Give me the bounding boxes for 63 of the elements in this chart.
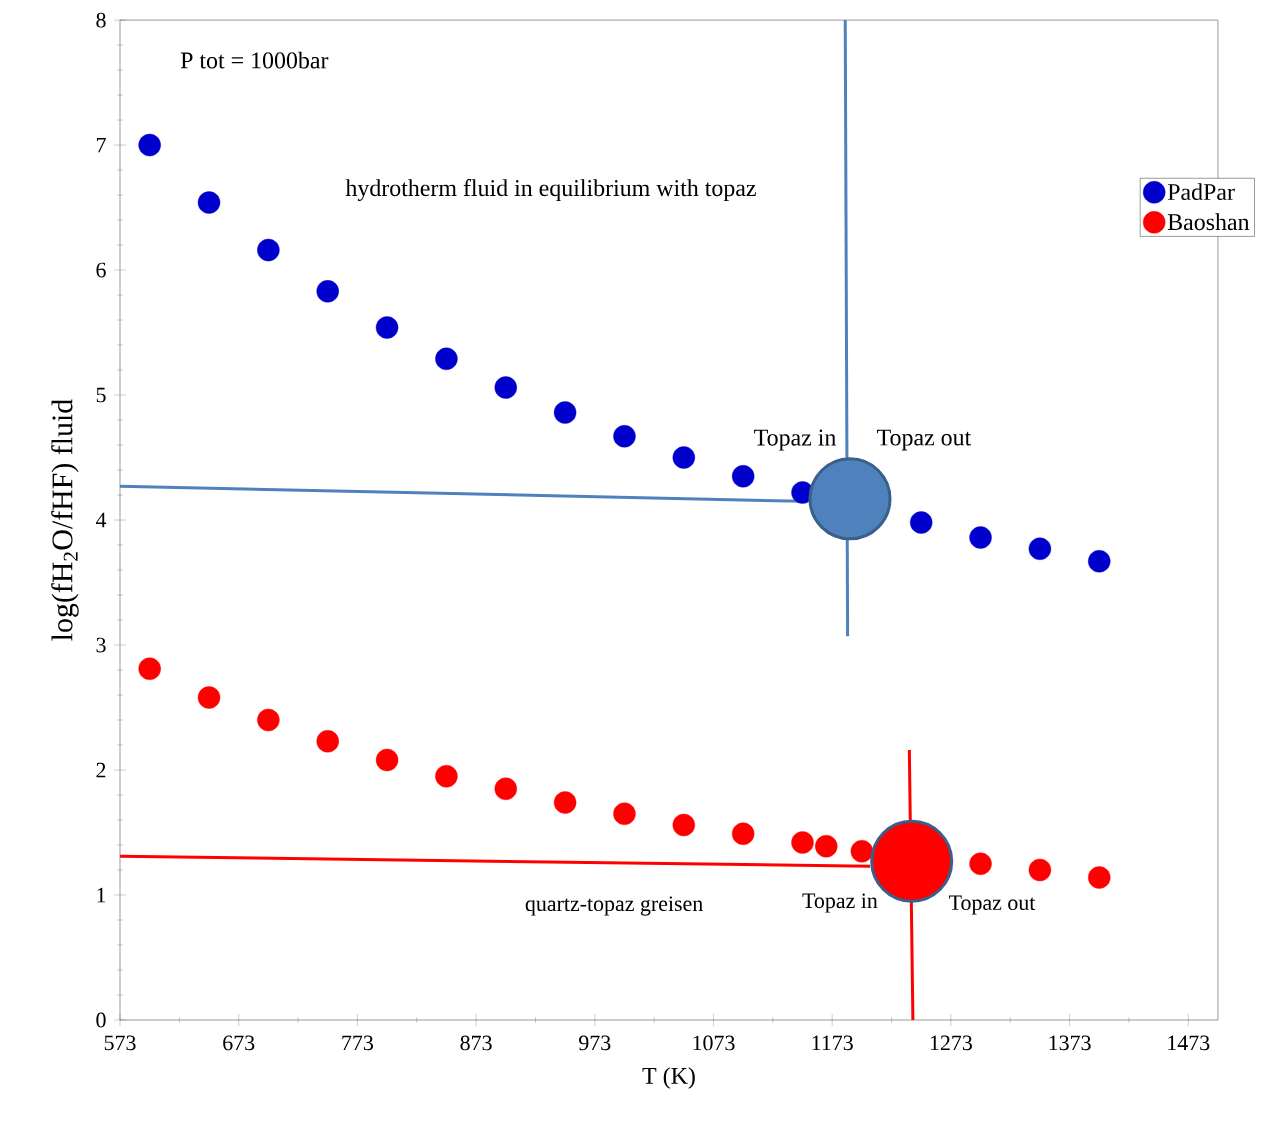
point: [138, 657, 161, 680]
point: [731, 465, 755, 488]
point: [553, 791, 577, 814]
annotation: Topaz out: [877, 429, 972, 451]
y-axis-title: log(fH$_{2}$O/fHF) fluid: [51, 399, 79, 641]
x-tick-label: 1273: [930, 1035, 972, 1051]
point: [435, 347, 458, 370]
y-tick-label: 6: [96, 262, 106, 278]
point: [613, 425, 636, 448]
point: [969, 852, 992, 875]
legend-label: PadPar: [1167, 183, 1235, 201]
legend-label: Baoshan: [1167, 213, 1250, 231]
point: [257, 708, 280, 732]
point: [1088, 866, 1111, 889]
annotation: Topaz out: [949, 895, 1036, 915]
y-tick-label: 1: [97, 887, 106, 903]
point: [138, 133, 161, 157]
point: [375, 748, 399, 772]
point: [1028, 858, 1052, 882]
point: [910, 511, 933, 534]
x-tick-label: 673: [223, 1035, 255, 1051]
x-tick-label: 973: [579, 1035, 611, 1051]
x-tick-label: 573: [104, 1035, 136, 1051]
point: [316, 280, 339, 303]
annotation: Topaz in: [754, 429, 836, 451]
point: [731, 822, 755, 845]
point: [672, 813, 696, 837]
point: [1028, 537, 1052, 560]
point: [850, 840, 874, 863]
y-tick-label: 5: [96, 387, 106, 403]
point: [316, 730, 339, 753]
y-tick-label: 8: [96, 12, 106, 28]
annotation: hydrotherm fluid in equilibrium with topaz: [345, 179, 756, 202]
point: [791, 831, 814, 854]
annotation: Topaz in: [802, 893, 878, 913]
y-tick-label: 2: [96, 762, 106, 778]
point: [553, 401, 577, 424]
point: [815, 835, 838, 858]
point: [791, 481, 814, 504]
point: [375, 316, 399, 339]
x-axis-title: T (K): [642, 1067, 695, 1089]
point: [672, 446, 696, 469]
y-tick-label: 0: [96, 1012, 106, 1028]
point: [969, 526, 992, 549]
point: [257, 238, 280, 262]
x-tick-label: 773: [342, 1035, 373, 1051]
point: [1088, 550, 1111, 573]
point: [435, 765, 458, 788]
y-tick-label: 4: [95, 512, 107, 528]
point: [494, 777, 517, 800]
x-tick-label: 1373: [1049, 1035, 1091, 1051]
x-tick-label: 1173: [812, 1035, 853, 1051]
y-tick-label: 7: [96, 137, 106, 153]
point: [197, 191, 221, 214]
annotation: P tot = 1000bar: [180, 51, 329, 69]
x-tick-label: 873: [460, 1035, 492, 1051]
point: [494, 376, 517, 399]
annotation: quartz-topaz greisen: [525, 896, 703, 916]
point: [197, 686, 221, 709]
x-tick-label: 1473: [1168, 1035, 1210, 1051]
x-tick-label: 1073: [693, 1035, 735, 1051]
point: [613, 802, 636, 825]
y-tick-label: 3: [96, 637, 106, 653]
